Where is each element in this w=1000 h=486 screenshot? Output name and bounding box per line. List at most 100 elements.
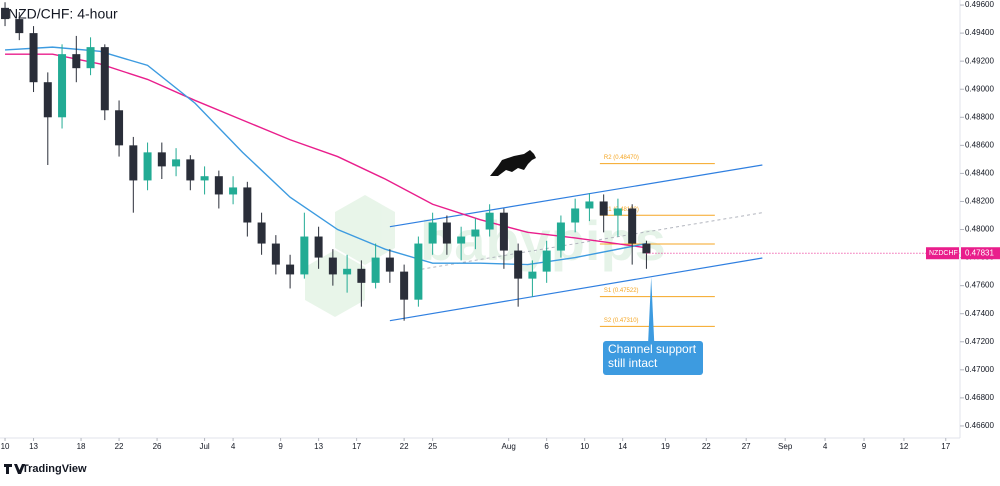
symbol-tag xyxy=(926,247,959,260)
y-tick-label: 0.47000 xyxy=(965,365,994,374)
x-tick-label: 4 xyxy=(823,442,828,451)
callout-text: still intact xyxy=(608,356,658,370)
x-tick-label: 17 xyxy=(352,442,361,451)
x-tick-label: 19 xyxy=(661,442,670,451)
x-tick-label: 26 xyxy=(153,442,162,451)
candle-body xyxy=(214,176,223,195)
candle-body xyxy=(514,250,523,279)
pivot-label: S2 (0.47310) xyxy=(604,318,639,324)
channel-line xyxy=(389,257,763,322)
y-tick-label: 0.46800 xyxy=(965,393,994,402)
candle-body xyxy=(72,54,81,69)
x-tick-label: 13 xyxy=(314,442,323,451)
candle-body xyxy=(157,152,166,167)
candle-body xyxy=(1,7,10,20)
candle-body xyxy=(343,268,352,275)
candle-body xyxy=(186,159,195,181)
y-tick-label: 0.48400 xyxy=(965,169,994,178)
candle-body xyxy=(400,271,409,300)
callout-pointer xyxy=(648,277,655,341)
candle-body xyxy=(229,187,238,195)
candle-body xyxy=(385,257,394,272)
candle-body xyxy=(642,243,651,254)
candle-body xyxy=(200,176,209,181)
x-tick-label: 13 xyxy=(29,442,38,451)
y-tick-label: 0.48800 xyxy=(965,112,994,121)
bull-icon xyxy=(490,150,536,176)
candle-body xyxy=(86,47,95,69)
candle-body xyxy=(442,222,451,244)
x-tick-label: 18 xyxy=(77,442,86,451)
candle-body xyxy=(243,187,252,223)
candle-body xyxy=(257,222,266,244)
candle-body xyxy=(371,257,380,283)
callout-text: Channel support xyxy=(608,342,697,356)
candle-body xyxy=(428,222,437,244)
candle-body xyxy=(499,212,508,251)
y-tick-label: 0.47600 xyxy=(965,281,994,290)
y-tick-label: 0.46600 xyxy=(965,421,994,430)
brand-name: TradingView xyxy=(22,463,87,475)
candle-body xyxy=(613,208,622,216)
x-tick-label: 17 xyxy=(941,442,950,451)
x-tick-label: 22 xyxy=(400,442,409,451)
x-tick-label: 10 xyxy=(1,442,10,451)
y-tick-label: 0.48600 xyxy=(965,140,994,149)
candle-body xyxy=(556,222,565,251)
candle-body xyxy=(457,236,466,244)
candle-body xyxy=(628,208,637,244)
candle-body xyxy=(271,243,280,265)
y-tick-label: 0.49000 xyxy=(965,84,994,93)
brand xyxy=(4,464,25,474)
x-tick-label: 27 xyxy=(742,442,751,451)
candle-body xyxy=(172,159,181,167)
channel-line xyxy=(389,164,763,228)
x-tick-label: 14 xyxy=(618,442,627,451)
candle-body xyxy=(414,243,423,300)
chart-title: NZD/CHF: 4-hour xyxy=(8,6,118,22)
candle-body xyxy=(100,47,109,111)
y-tick-label: 0.48200 xyxy=(965,197,994,206)
x-tick-label: 22 xyxy=(115,442,124,451)
candle-body xyxy=(300,236,309,275)
x-tick-label: 9 xyxy=(278,442,283,451)
candle-body xyxy=(357,268,366,283)
price-tag xyxy=(961,247,1000,260)
candle-body xyxy=(599,201,608,216)
x-tick-label: 9 xyxy=(862,442,867,451)
candle-body xyxy=(43,82,52,118)
x-tick-label: Sep xyxy=(778,442,793,451)
candle-body xyxy=(129,145,138,181)
x-tick-label: 22 xyxy=(702,442,711,451)
x-tick-label: 12 xyxy=(899,442,908,451)
pivot-label: S1 (0.47522) xyxy=(604,288,639,294)
candle-body xyxy=(542,250,551,272)
candle-body xyxy=(571,208,580,223)
candle-body xyxy=(485,212,494,230)
candle-body xyxy=(471,229,480,237)
x-tick-label: 4 xyxy=(231,442,236,451)
candle-body xyxy=(328,257,337,275)
y-tick-label: 0.48000 xyxy=(965,225,994,234)
price-tag-label: 0.47831 xyxy=(965,248,994,257)
y-tick-label: 0.49200 xyxy=(965,56,994,65)
x-tick-label: 6 xyxy=(544,442,549,451)
x-tick-label: 25 xyxy=(428,442,437,451)
candle-body xyxy=(528,271,537,279)
callout-box xyxy=(603,341,703,375)
y-tick-label: 0.49600 xyxy=(965,0,994,9)
x-tick-label: Jul xyxy=(199,442,209,451)
candle-body xyxy=(286,264,295,275)
candle-body xyxy=(115,110,124,146)
candle-body xyxy=(143,152,152,181)
y-tick-label: 0.49400 xyxy=(965,28,994,37)
pivot-label: R2 (0.48470) xyxy=(604,155,639,161)
x-tick-label: 10 xyxy=(580,442,589,451)
candle-body xyxy=(58,54,67,118)
symbol-label: NZDCHF xyxy=(929,250,958,257)
candle-body xyxy=(29,33,38,83)
y-tick-label: 0.47200 xyxy=(965,337,994,346)
candle-body xyxy=(15,19,24,34)
y-tick-label: 0.47400 xyxy=(965,309,994,318)
